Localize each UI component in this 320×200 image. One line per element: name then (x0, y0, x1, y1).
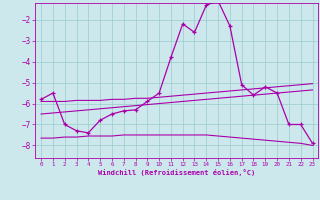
X-axis label: Windchill (Refroidissement éolien,°C): Windchill (Refroidissement éolien,°C) (98, 169, 255, 176)
